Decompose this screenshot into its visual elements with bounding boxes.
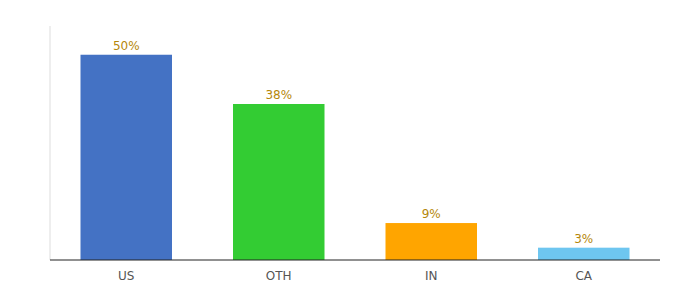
x-tick-labels: US OTH IN CA xyxy=(118,269,593,283)
bars xyxy=(81,55,630,260)
x-tick-label: CA xyxy=(575,269,592,283)
bar xyxy=(386,223,478,260)
chart-svg: 50% 38% 9% 3% US OTH IN CA xyxy=(0,0,680,300)
data-label: 50% xyxy=(113,39,140,53)
bar xyxy=(538,248,630,260)
chart-container: 50% 38% 9% 3% US OTH IN CA xyxy=(0,0,680,300)
x-tick-label: IN xyxy=(425,269,438,283)
x-tick-label: US xyxy=(118,269,134,283)
data-label: 9% xyxy=(422,207,441,221)
data-label: 3% xyxy=(574,232,593,246)
bar xyxy=(81,55,173,260)
bar xyxy=(233,104,325,260)
x-axis-line xyxy=(50,260,660,261)
data-label: 38% xyxy=(265,88,292,102)
x-tick-label: OTH xyxy=(266,269,292,283)
data-labels: 50% 38% 9% 3% xyxy=(113,39,593,246)
y-axis-line xyxy=(50,26,51,260)
